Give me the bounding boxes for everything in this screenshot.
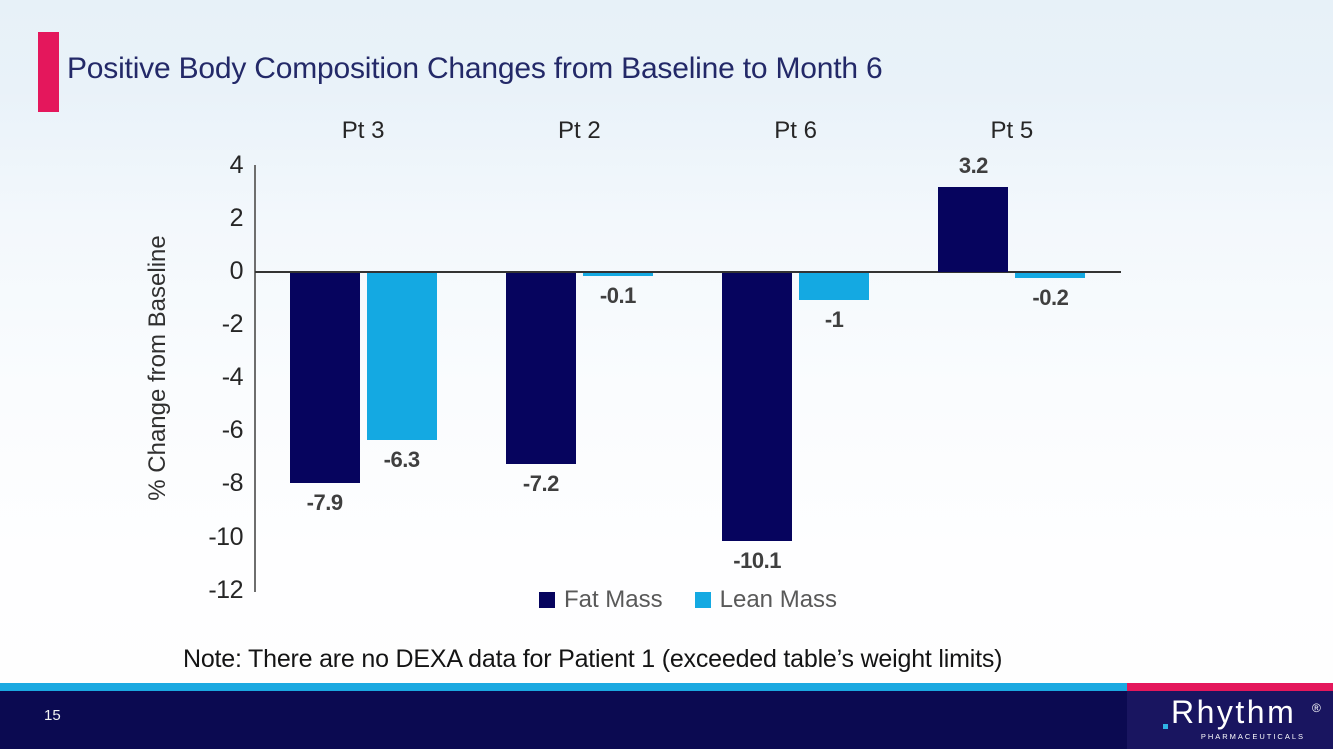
- bar-value-label: -0.2: [1032, 285, 1069, 311]
- y-axis-tick-label: 0: [229, 257, 244, 285]
- y-axis-tick-label: -2: [221, 310, 244, 339]
- rhythm-logo: Rhythm ® PHARMACEUTICALS: [1127, 691, 1333, 749]
- y-axis-title: % Change from Baseline: [144, 235, 171, 501]
- footer-bar: 15 Rhythm ® PHARMACEUTICALS: [0, 691, 1333, 749]
- title-accent-bar: [38, 32, 59, 112]
- footer-stripe-pink: [1127, 683, 1333, 691]
- y-axis-tick-label: -8: [221, 469, 244, 498]
- category-label: Pt 5: [990, 117, 1034, 144]
- y-axis-line: [254, 165, 256, 592]
- category-label: Pt 6: [774, 117, 817, 144]
- legend-item-lean-mass: Lean Mass: [694, 586, 838, 614]
- registered-mark-icon: ®: [1312, 701, 1321, 715]
- logo-dot-icon: [1163, 724, 1168, 729]
- footnote: Note: There are no DEXA data for Patient…: [183, 645, 1003, 673]
- bar-value-label: -7.9: [306, 489, 343, 515]
- bar-lean-mass: [366, 273, 437, 441]
- page-number: 15: [44, 707, 61, 724]
- bar-value-label: -10.1: [733, 548, 781, 574]
- logo-subtext: PHARMACEUTICALS: [1200, 732, 1305, 741]
- category-label: Pt 3: [341, 117, 385, 144]
- logo-wordmark: Rhythm: [1171, 694, 1297, 730]
- bar-lean-mass: [582, 273, 653, 276]
- bar-value-label: -0.1: [599, 282, 636, 308]
- y-axis-tick-label: 4: [229, 150, 244, 179]
- slide-title: Positive Body Composition Changes from B…: [67, 52, 883, 85]
- x-axis-zero-line: [255, 271, 1121, 273]
- footer-stripe-cyan: [0, 683, 1127, 691]
- bar-value-label: 3.2: [958, 153, 989, 178]
- bar-fat-mass: [505, 273, 576, 465]
- chart-legend: Fat Mass Lean Mass: [255, 586, 1121, 614]
- y-axis-tick-label: -6: [221, 416, 244, 445]
- bar-lean-mass: [1015, 273, 1086, 279]
- bar-value-label: -1: [824, 306, 844, 332]
- bar-fat-mass: [722, 273, 793, 542]
- bar-value-label: -7.2: [522, 471, 559, 497]
- legend-swatch-fat-mass: [538, 592, 555, 608]
- legend-swatch-lean-mass: [694, 592, 711, 608]
- category-label: Pt 2: [558, 117, 601, 144]
- y-axis-tick-label: -10: [208, 522, 243, 551]
- bar-value-label: -6.3: [383, 447, 420, 473]
- legend-label: Lean Mass: [719, 586, 838, 613]
- legend-label: Fat Mass: [563, 586, 663, 613]
- y-axis-tick-label: 2: [229, 203, 244, 232]
- legend-item-fat-mass: Fat Mass: [538, 586, 663, 614]
- bar-lean-mass: [799, 273, 870, 300]
- bar-fat-mass: [289, 273, 360, 483]
- y-axis-tick-label: -4: [221, 363, 244, 392]
- y-axis-tick-label: -12: [208, 575, 243, 604]
- bar-fat-mass: [938, 187, 1009, 272]
